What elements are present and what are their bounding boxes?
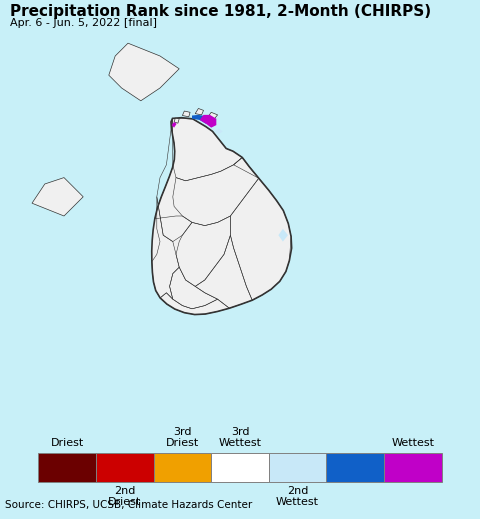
- Text: Wettest: Wettest: [391, 439, 434, 448]
- Polygon shape: [200, 115, 216, 128]
- Polygon shape: [208, 112, 217, 119]
- Text: Driest: Driest: [50, 439, 84, 448]
- Bar: [211, 453, 269, 482]
- Polygon shape: [215, 128, 223, 134]
- Bar: [38, 453, 96, 482]
- Text: 2nd
Driest: 2nd Driest: [108, 486, 142, 508]
- Bar: [326, 453, 384, 482]
- Bar: [384, 453, 442, 482]
- Polygon shape: [192, 115, 211, 124]
- Bar: [96, 453, 154, 482]
- Text: 2nd
Wettest: 2nd Wettest: [276, 486, 319, 508]
- Polygon shape: [174, 118, 179, 123]
- Polygon shape: [32, 177, 83, 216]
- Text: Precipitation Rank since 1981, 2-Month (CHIRPS): Precipitation Rank since 1981, 2-Month (…: [10, 4, 431, 19]
- Text: 3rd
Wettest: 3rd Wettest: [218, 427, 262, 448]
- Text: Apr. 6 - Jun. 5, 2022 [final]: Apr. 6 - Jun. 5, 2022 [final]: [10, 18, 156, 28]
- Polygon shape: [278, 229, 288, 241]
- Bar: [269, 453, 326, 482]
- Polygon shape: [171, 122, 177, 128]
- Polygon shape: [152, 118, 292, 315]
- Polygon shape: [182, 111, 190, 117]
- Text: 3rd
Driest: 3rd Driest: [166, 427, 199, 448]
- Polygon shape: [195, 108, 204, 115]
- Bar: [154, 453, 211, 482]
- Polygon shape: [109, 43, 179, 101]
- Text: Source: CHIRPS, UCSB, Climate Hazards Center: Source: CHIRPS, UCSB, Climate Hazards Ce…: [5, 500, 252, 510]
